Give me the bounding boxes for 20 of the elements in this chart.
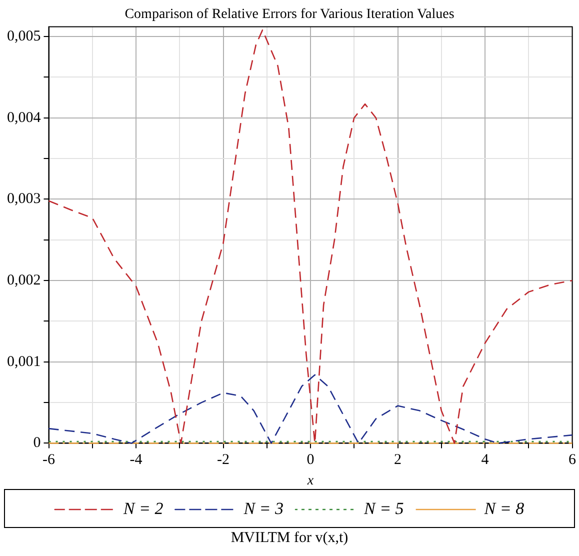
chart-title: Comparison of Relative Errors for Various Iteration Values (124, 7, 454, 22)
legend-label: N = 3 (242, 498, 284, 518)
x-tick-label: -4 (130, 452, 143, 468)
x-tick-label: 4 (481, 452, 490, 468)
text: MVILTM for v(x,t) (230, 530, 350, 547)
y-tick-label: 0,005 (7, 28, 41, 44)
x-axis-title: x (306, 473, 314, 488)
y-tick-label: 0,003 (7, 191, 41, 208)
legend-label: N = 2 (122, 498, 164, 518)
y-tick-label: 0,002 (7, 272, 41, 288)
y-tick-label: 0,004 (7, 110, 42, 126)
legend-label: N = 5 (363, 498, 404, 518)
x-tick-label: 2 (394, 452, 402, 468)
x-tick-label: -6 (42, 452, 56, 468)
legend-label: N = 8 (483, 498, 525, 518)
x-tick-label: -2 (217, 452, 230, 468)
y-tick-label: 0 (33, 435, 41, 452)
x-tick-label: 6 (568, 452, 576, 468)
x-tick-label: 0 (306, 452, 314, 468)
y-tick-label: 0,001 (7, 354, 41, 370)
